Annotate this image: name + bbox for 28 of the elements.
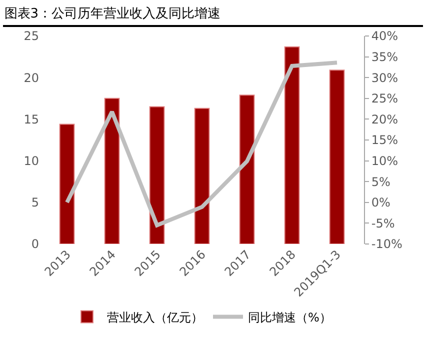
bar — [329, 70, 345, 244]
y2-tick-label: 15% — [371, 133, 398, 148]
bar — [59, 124, 75, 244]
y2-tick-label: 10% — [371, 154, 398, 168]
y2-tick-label: 0% — [371, 196, 390, 210]
y-tick-label: 25 — [24, 29, 39, 44]
y-tick-label: 15 — [24, 112, 39, 126]
y2-tick-label: 35% — [371, 50, 398, 64]
y2-tick-label: 20% — [371, 112, 398, 126]
bar — [149, 106, 165, 244]
y-tick-label: 0 — [31, 237, 39, 252]
legend-label: 营业收入（亿元） — [107, 310, 203, 324]
y-tick-label: 20 — [24, 70, 39, 85]
y2-tick-label: -5% — [371, 216, 395, 230]
bar — [194, 108, 210, 244]
chart-title: 图表3：公司历年营业收入及同比增速 — [4, 6, 221, 22]
y2-tick-label: 25% — [371, 92, 398, 106]
legend-label: 同比增速（%） — [248, 310, 332, 324]
bar — [104, 98, 120, 244]
y2-tick-label: 40% — [371, 29, 398, 44]
y2-tick-label: -10% — [371, 237, 402, 252]
y2-tick-label: 5% — [371, 174, 390, 189]
bar — [284, 46, 300, 244]
bar — [239, 94, 255, 244]
y2-tick-label: 30% — [371, 70, 398, 85]
line-series — [65, 60, 339, 228]
y-tick-label: 10 — [24, 154, 39, 168]
y-tick-label: 5 — [31, 196, 39, 210]
